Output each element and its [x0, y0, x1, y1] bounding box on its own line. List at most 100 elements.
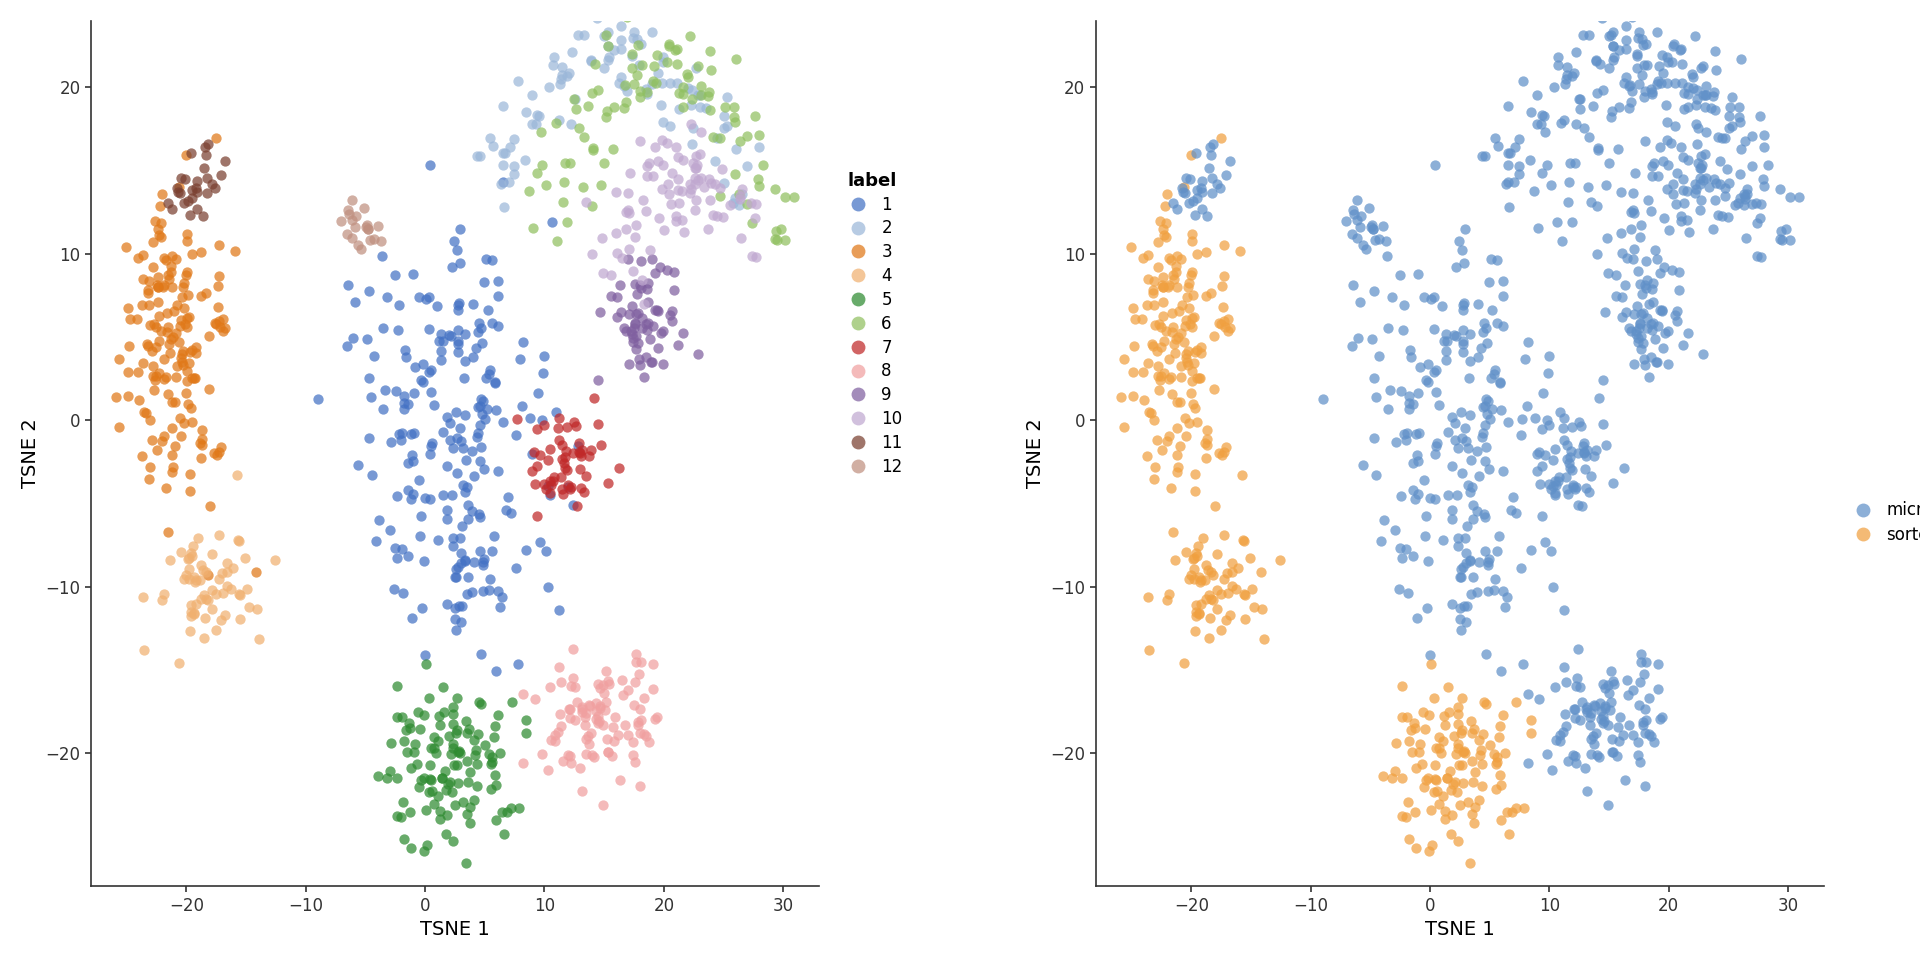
Point	[132, 336, 163, 351]
Point	[680, 160, 710, 176]
X-axis label: TSNE 1: TSNE 1	[420, 921, 490, 939]
Point	[476, 754, 507, 769]
Point	[459, 792, 490, 807]
Point	[1747, 171, 1778, 186]
Point	[359, 348, 390, 364]
Point	[588, 798, 618, 813]
Point	[207, 312, 238, 327]
Point	[1509, 351, 1540, 367]
Point	[461, 340, 492, 355]
Point	[1146, 277, 1177, 293]
Point	[1572, 705, 1603, 720]
Point	[1394, 396, 1425, 411]
Point	[152, 369, 182, 384]
Point	[492, 804, 522, 820]
Point	[1469, 694, 1500, 709]
Point	[113, 388, 144, 403]
Point	[1484, 718, 1515, 733]
Point	[1624, 697, 1655, 712]
Point	[1651, 132, 1682, 148]
Point	[1440, 433, 1471, 448]
Point	[204, 571, 234, 587]
Point	[1672, 99, 1703, 114]
Point	[434, 433, 465, 448]
Point	[1553, 194, 1584, 209]
Point	[371, 382, 401, 397]
Point	[626, 712, 657, 728]
Point	[1471, 646, 1501, 661]
Point	[636, 354, 666, 370]
Legend: micro, sorted: micro, sorted	[1839, 494, 1920, 551]
Point	[1523, 221, 1553, 236]
Point	[637, 169, 668, 184]
Point	[1344, 219, 1375, 234]
Point	[150, 372, 180, 387]
Point	[1137, 338, 1167, 353]
Point	[436, 747, 467, 762]
Point	[432, 502, 463, 517]
Point	[1494, 145, 1524, 160]
Point	[1709, 130, 1740, 145]
Point	[1578, 98, 1609, 113]
Point	[1453, 485, 1484, 500]
Point	[179, 607, 209, 622]
Point	[1597, 744, 1628, 759]
Point	[374, 522, 405, 538]
Point	[588, 677, 618, 692]
Point	[1356, 220, 1386, 235]
Point	[1548, 725, 1578, 740]
Point	[576, 52, 607, 67]
Point	[1446, 466, 1476, 481]
Point	[578, 247, 609, 262]
Point	[1185, 371, 1215, 386]
Point	[1667, 182, 1697, 198]
Point	[1715, 175, 1745, 190]
Point	[614, 356, 645, 372]
Point	[618, 747, 649, 762]
Point	[1576, 468, 1607, 484]
Point	[1667, 41, 1697, 57]
Point	[1448, 776, 1478, 791]
Point	[152, 267, 182, 282]
Point	[455, 764, 486, 780]
Point	[167, 347, 198, 362]
X-axis label: TSNE 1: TSNE 1	[1425, 921, 1496, 939]
Point	[1569, 435, 1599, 450]
Point	[634, 156, 664, 171]
Point	[622, 305, 653, 321]
Point	[678, 83, 708, 98]
Point	[580, 56, 611, 71]
Point	[177, 548, 207, 564]
Point	[1567, 498, 1597, 514]
Point	[1682, 181, 1713, 197]
Point	[549, 455, 580, 470]
Point	[1206, 622, 1236, 637]
Point	[589, 663, 620, 679]
Point	[436, 260, 467, 276]
Point	[380, 540, 411, 555]
Point	[1181, 604, 1212, 619]
Point	[1692, 87, 1722, 103]
Point	[1551, 718, 1582, 733]
Point	[1682, 91, 1713, 107]
Point	[1642, 73, 1672, 88]
Point	[714, 197, 745, 212]
Point	[1605, 709, 1636, 725]
Point	[540, 405, 570, 420]
Point	[232, 599, 263, 614]
Point	[179, 605, 209, 620]
Point	[419, 740, 449, 756]
Point	[555, 679, 586, 694]
Point	[1613, 687, 1644, 703]
Point	[1651, 49, 1682, 64]
Point	[449, 407, 480, 422]
Point	[528, 476, 559, 492]
Point	[1588, 372, 1619, 388]
Point	[515, 183, 545, 199]
Point	[440, 797, 470, 812]
Point	[1436, 596, 1467, 612]
Point	[1467, 727, 1498, 742]
Point	[355, 389, 386, 404]
Point	[674, 185, 705, 201]
Point	[1142, 235, 1173, 251]
